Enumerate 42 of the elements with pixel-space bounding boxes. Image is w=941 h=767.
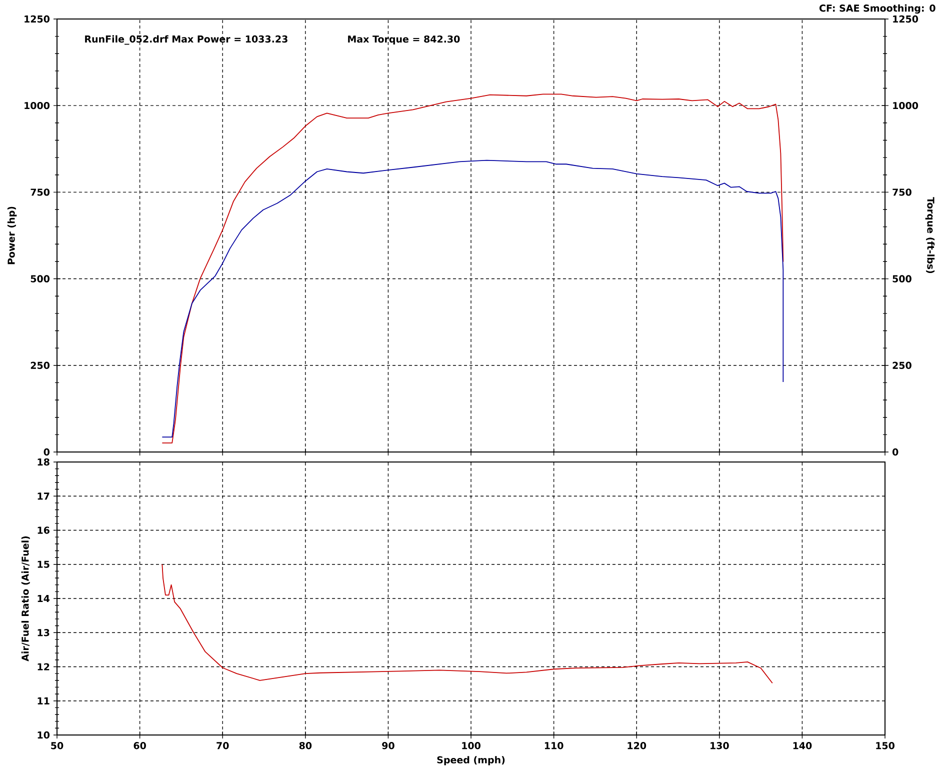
y-tick-label: 15: [38, 560, 50, 568]
y-tick-label: 500: [30, 275, 50, 282]
y-tick-label: 13: [38, 629, 50, 636]
x-tick-label: 130: [710, 742, 729, 750]
y-tick-label: 750: [30, 188, 50, 196]
y-tick-label: 1000: [24, 102, 50, 110]
x-tick-label: 140: [793, 742, 812, 750]
y-tick-label: 250: [30, 362, 50, 369]
line-series: [162, 564, 773, 684]
y-tick-label: 10: [38, 731, 50, 739]
x-tick-label: 50: [51, 742, 64, 750]
x-tick-label: 100: [462, 742, 480, 750]
y-axis-title: Power (hp): [7, 206, 17, 264]
x-tick-label: 80: [299, 742, 312, 750]
y-tick-label: 16: [38, 526, 50, 534]
y-tick-label: 18: [38, 458, 50, 466]
y-tick-label: 0: [44, 448, 50, 456]
line-series: [162, 94, 784, 444]
y2-tick-label: 1000: [893, 102, 918, 110]
x-tick-label: 110: [544, 742, 564, 750]
x-tick-label: 60: [134, 742, 146, 750]
text: CF: SAE Smoothing: 0: [819, 4, 936, 14]
annotation: RunFile_052.drf Max Power = 1033.23: [85, 35, 288, 45]
y-axis-title: Air/Fuel Ratio (Air/Fuel): [21, 536, 30, 662]
x-tick-label: 70: [216, 742, 229, 750]
y-tick-label: 1250: [24, 15, 50, 23]
y2-tick-label: 1250: [893, 15, 918, 23]
y-tick-label: 12: [38, 663, 50, 670]
x-tick-label: 90: [382, 742, 394, 750]
x-tick-label: 150: [876, 742, 894, 750]
y2-axis-title: Torque (ft-lbs): [925, 197, 935, 274]
y2-tick-label: 250: [892, 362, 912, 369]
x-axis-title: Speed (mph): [437, 756, 505, 766]
y2-tick-label: 500: [892, 275, 912, 282]
annotation: Max Torque = 842.30: [348, 35, 460, 44]
x-tick-label: 120: [628, 742, 646, 750]
line-series: [162, 160, 784, 438]
y2-tick-label: 750: [892, 188, 912, 196]
y-tick-label: 14: [38, 595, 50, 602]
y-tick-label: 17: [38, 492, 50, 500]
y-tick-label: 11: [38, 697, 50, 704]
y2-tick-label: 0: [892, 448, 898, 456]
